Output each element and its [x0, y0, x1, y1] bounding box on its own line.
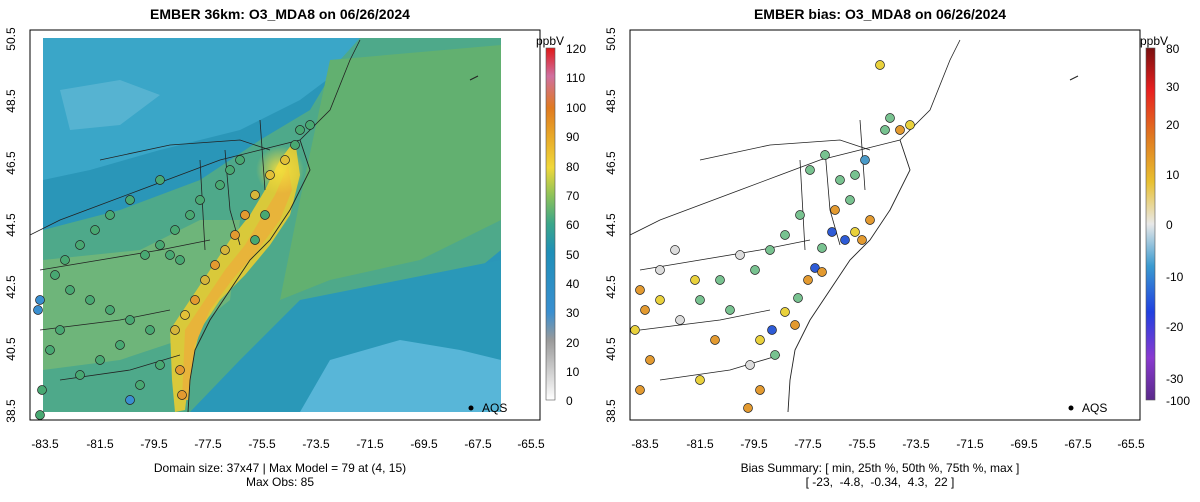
- lon-tick-label: -69.5: [1010, 437, 1038, 451]
- bias-plot-frame: [629, 29, 1141, 421]
- lat-tick-label: 46.5: [604, 151, 618, 175]
- bias-map-title: EMBER bias: O3_MDA8 on 06/26/2024: [753, 6, 1007, 22]
- lat-tick-label: 40.5: [604, 337, 618, 361]
- colorbar-tick: 120: [566, 42, 587, 56]
- model-map-title: EMBER 36km: O3_MDA8 on 06/26/2024: [150, 6, 410, 22]
- lon-tick-label: -67.5: [464, 437, 492, 451]
- model-colorbar: [545, 47, 556, 401]
- model-map: [29, 29, 556, 421]
- model-footer-line1: Domain size: 37x47 | Max Model = 79 at (…: [153, 461, 407, 475]
- colorbar-tick: 60: [566, 218, 580, 232]
- lat-tick-label: 48.5: [604, 89, 618, 113]
- bias-map: [629, 29, 1156, 421]
- model-border-north: [29, 39, 361, 236]
- colorbar-tick: 30: [1166, 80, 1180, 94]
- colorbar-tick: 80: [1166, 42, 1180, 56]
- lon-tick-label: -83.5: [31, 437, 59, 451]
- colorbar-tick: 40: [566, 277, 580, 291]
- bias-obs-sites: [630, 60, 915, 413]
- lat-tick-label: 48.5: [4, 89, 18, 113]
- lon-tick-label: -73.5: [902, 437, 930, 451]
- colorbar-tick: 90: [566, 130, 580, 144]
- lon-tick-label: -71.5: [356, 437, 384, 451]
- lon-tick-label: -83.5: [631, 437, 659, 451]
- lat-tick-label: 40.5: [4, 337, 18, 361]
- colorbar-tick: -100: [1166, 394, 1191, 408]
- lat-tick-label: 38.5: [604, 399, 618, 423]
- colorbar-tick: 0: [566, 394, 573, 408]
- bias-coastline: [787, 139, 911, 413]
- lon-tick-label: -79.5: [740, 437, 768, 451]
- lat-tick-label: 44.5: [604, 213, 618, 237]
- lat-tick-label: 50.5: [604, 27, 618, 51]
- bias-panel: EMBER bias: O3_MDA8 on 06/26/2024: [600, 0, 1200, 502]
- bias-border-north: [629, 39, 961, 236]
- lat-tick-label: 42.5: [604, 275, 618, 299]
- lat-tick-label: 50.5: [4, 27, 18, 51]
- colorbar-tick: -20: [1166, 320, 1184, 334]
- lon-tick-label: -79.5: [140, 437, 168, 451]
- colorbar-tick: 30: [566, 306, 580, 320]
- lon-tick-label: -71.5: [956, 437, 984, 451]
- model-coastline: [187, 139, 311, 413]
- colorbar-tick: -30: [1166, 372, 1184, 386]
- colorbar-tick: 10: [566, 365, 580, 379]
- colorbar-tick: 70: [566, 189, 580, 203]
- lon-tick-label: -69.5: [410, 437, 438, 451]
- bias-colorbar-unit: ppbV: [1140, 34, 1169, 48]
- lat-tick-label: 42.5: [4, 275, 18, 299]
- lon-tick-label: -65.5: [1117, 437, 1145, 451]
- colorbar-tick: -10: [1166, 270, 1184, 284]
- lat-tick-label: 44.5: [4, 213, 18, 237]
- bias-legend-label: AQS: [1082, 401, 1108, 415]
- lon-tick-label: -81.5: [86, 437, 114, 451]
- colorbar-tick: 110: [566, 71, 586, 85]
- model-obs-sites: [33, 120, 315, 420]
- lon-tick-label: -77.5: [794, 437, 822, 451]
- lon-tick-label: -65.5: [517, 437, 545, 451]
- bias-aqs-marker: [1068, 405, 1074, 411]
- bias-footer-line2: [ -23, -4.8, -0.34, 4.3, 22 ]: [805, 475, 955, 489]
- colorbar-tick: 10: [1166, 168, 1180, 182]
- bias-footer-line1: Bias Summary: [ min, 25th %, 50th %, 75t…: [740, 461, 1020, 475]
- lat-tick-label: 38.5: [4, 399, 18, 423]
- lon-tick-label: -67.5: [1064, 437, 1092, 451]
- lon-tick-label: -73.5: [302, 437, 330, 451]
- model-aqs-marker: [468, 405, 474, 411]
- colorbar-tick: 0: [1166, 218, 1173, 232]
- lon-tick-label: -81.5: [686, 437, 714, 451]
- model-field-north: [43, 38, 360, 180]
- lat-tick-label: 46.5: [4, 151, 18, 175]
- bias-colorbar: [1145, 47, 1156, 401]
- model-footer-line2: Max Obs: 85: [245, 475, 315, 489]
- model-plot-frame: [29, 29, 541, 421]
- lon-tick-label: -75.5: [248, 437, 276, 451]
- colorbar-tick: 80: [566, 160, 580, 174]
- colorbar-tick: 20: [1166, 118, 1180, 132]
- colorbar-tick: 100: [566, 101, 587, 115]
- colorbar-tick: 20: [566, 336, 580, 350]
- colorbar-tick: 50: [566, 248, 580, 262]
- model-legend-label: AQS: [482, 401, 508, 415]
- model-panel: EMBER 36km: O3_MDA8 on 06/26/2024: [4, 6, 587, 489]
- lon-tick-label: -75.5: [848, 437, 876, 451]
- model-colorbar-unit: ppbV: [536, 34, 565, 48]
- lon-tick-label: -77.5: [194, 437, 222, 451]
